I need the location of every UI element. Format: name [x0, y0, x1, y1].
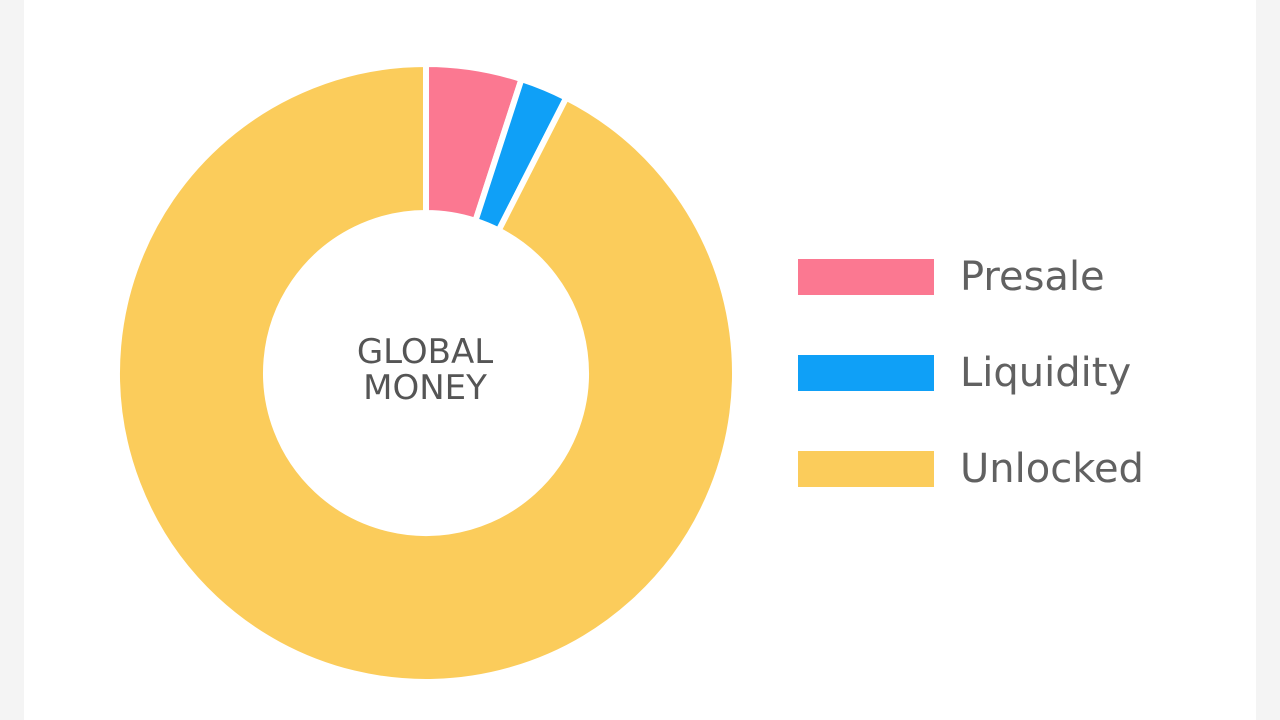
legend-swatch-presale: [798, 259, 934, 295]
center-label-line-1: GLOBAL: [356, 332, 494, 372]
legend-item-presale[interactable]: Presale: [798, 248, 1144, 306]
legend-label-unlocked: Unlocked: [960, 446, 1144, 492]
center-label-line-2: MONEY: [363, 368, 487, 408]
donut-chart: [114, 61, 738, 685]
legend-label-liquidity: Liquidity: [960, 350, 1132, 396]
legend-item-liquidity[interactable]: Liquidity: [798, 344, 1144, 402]
legend-item-unlocked[interactable]: Unlocked: [798, 440, 1144, 498]
chart-legend: Presale Liquidity Unlocked: [798, 248, 1144, 536]
donut-center-label: GLOBAL MONEY: [330, 334, 520, 406]
chart-card: GLOBAL MONEY Presale Liquidity Unlocked: [24, 0, 1256, 720]
legend-swatch-unlocked: [798, 451, 934, 487]
legend-label-presale: Presale: [960, 254, 1105, 300]
donut-slice-unlocked[interactable]: [114, 61, 738, 685]
legend-swatch-liquidity: [798, 355, 934, 391]
